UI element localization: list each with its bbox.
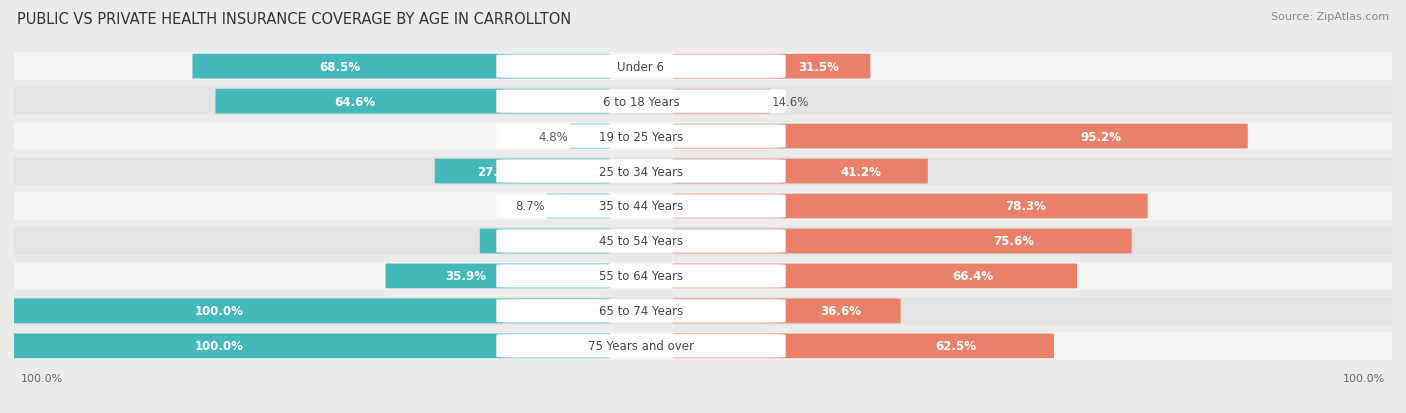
- FancyBboxPatch shape: [496, 334, 786, 358]
- FancyBboxPatch shape: [14, 123, 1392, 150]
- FancyBboxPatch shape: [496, 125, 786, 148]
- FancyBboxPatch shape: [6, 334, 609, 358]
- Text: 31.5%: 31.5%: [797, 61, 838, 74]
- FancyBboxPatch shape: [14, 332, 1392, 360]
- Text: Source: ZipAtlas.com: Source: ZipAtlas.com: [1271, 12, 1389, 22]
- FancyBboxPatch shape: [14, 53, 1392, 81]
- Text: 100.0%: 100.0%: [21, 373, 63, 383]
- Text: 8.7%: 8.7%: [516, 200, 546, 213]
- FancyBboxPatch shape: [496, 230, 786, 253]
- FancyBboxPatch shape: [672, 334, 1054, 358]
- FancyBboxPatch shape: [672, 229, 1132, 254]
- FancyBboxPatch shape: [496, 55, 786, 79]
- Text: 41.2%: 41.2%: [841, 165, 882, 178]
- Text: 4.8%: 4.8%: [538, 130, 568, 143]
- Text: 68.5%: 68.5%: [319, 61, 360, 74]
- FancyBboxPatch shape: [672, 55, 870, 79]
- Text: 35.9%: 35.9%: [446, 270, 486, 283]
- Text: 45 to 54 Years: 45 to 54 Years: [599, 235, 683, 248]
- Text: PUBLIC VS PRIVATE HEALTH INSURANCE COVERAGE BY AGE IN CARROLLTON: PUBLIC VS PRIVATE HEALTH INSURANCE COVER…: [17, 12, 571, 27]
- FancyBboxPatch shape: [14, 158, 1392, 185]
- Text: 35 to 44 Years: 35 to 44 Years: [599, 200, 683, 213]
- Text: 66.4%: 66.4%: [953, 270, 994, 283]
- FancyBboxPatch shape: [215, 90, 609, 114]
- Text: 27.6%: 27.6%: [477, 165, 517, 178]
- Text: 100.0%: 100.0%: [194, 305, 243, 318]
- Text: 100.0%: 100.0%: [1343, 373, 1385, 383]
- FancyBboxPatch shape: [672, 299, 901, 323]
- Text: 62.5%: 62.5%: [935, 339, 976, 352]
- FancyBboxPatch shape: [14, 228, 1392, 255]
- Text: 20.0%: 20.0%: [506, 235, 547, 248]
- Text: 100.0%: 100.0%: [194, 339, 243, 352]
- FancyBboxPatch shape: [672, 124, 1247, 149]
- Text: 95.2%: 95.2%: [1081, 130, 1122, 143]
- FancyBboxPatch shape: [672, 264, 1077, 289]
- FancyBboxPatch shape: [496, 160, 786, 183]
- FancyBboxPatch shape: [496, 90, 786, 114]
- FancyBboxPatch shape: [14, 263, 1392, 290]
- Text: Under 6: Under 6: [617, 61, 665, 74]
- Text: 64.6%: 64.6%: [335, 95, 375, 108]
- Text: 14.6%: 14.6%: [772, 95, 808, 108]
- FancyBboxPatch shape: [569, 124, 609, 149]
- Text: 55 to 64 Years: 55 to 64 Years: [599, 270, 683, 283]
- FancyBboxPatch shape: [672, 90, 770, 114]
- FancyBboxPatch shape: [547, 194, 609, 219]
- FancyBboxPatch shape: [479, 229, 609, 254]
- FancyBboxPatch shape: [496, 195, 786, 218]
- FancyBboxPatch shape: [14, 297, 1392, 325]
- FancyBboxPatch shape: [14, 88, 1392, 116]
- FancyBboxPatch shape: [385, 264, 609, 289]
- FancyBboxPatch shape: [434, 159, 609, 184]
- Text: 75 Years and over: 75 Years and over: [588, 339, 695, 352]
- Text: 75.6%: 75.6%: [994, 235, 1035, 248]
- FancyBboxPatch shape: [193, 55, 609, 79]
- Text: 6 to 18 Years: 6 to 18 Years: [603, 95, 679, 108]
- Text: 36.6%: 36.6%: [820, 305, 862, 318]
- Text: 25 to 34 Years: 25 to 34 Years: [599, 165, 683, 178]
- Text: 65 to 74 Years: 65 to 74 Years: [599, 305, 683, 318]
- FancyBboxPatch shape: [496, 265, 786, 288]
- FancyBboxPatch shape: [14, 193, 1392, 220]
- FancyBboxPatch shape: [672, 194, 1147, 219]
- Text: 78.3%: 78.3%: [1005, 200, 1046, 213]
- FancyBboxPatch shape: [672, 159, 928, 184]
- FancyBboxPatch shape: [6, 299, 609, 323]
- Text: 19 to 25 Years: 19 to 25 Years: [599, 130, 683, 143]
- FancyBboxPatch shape: [496, 299, 786, 323]
